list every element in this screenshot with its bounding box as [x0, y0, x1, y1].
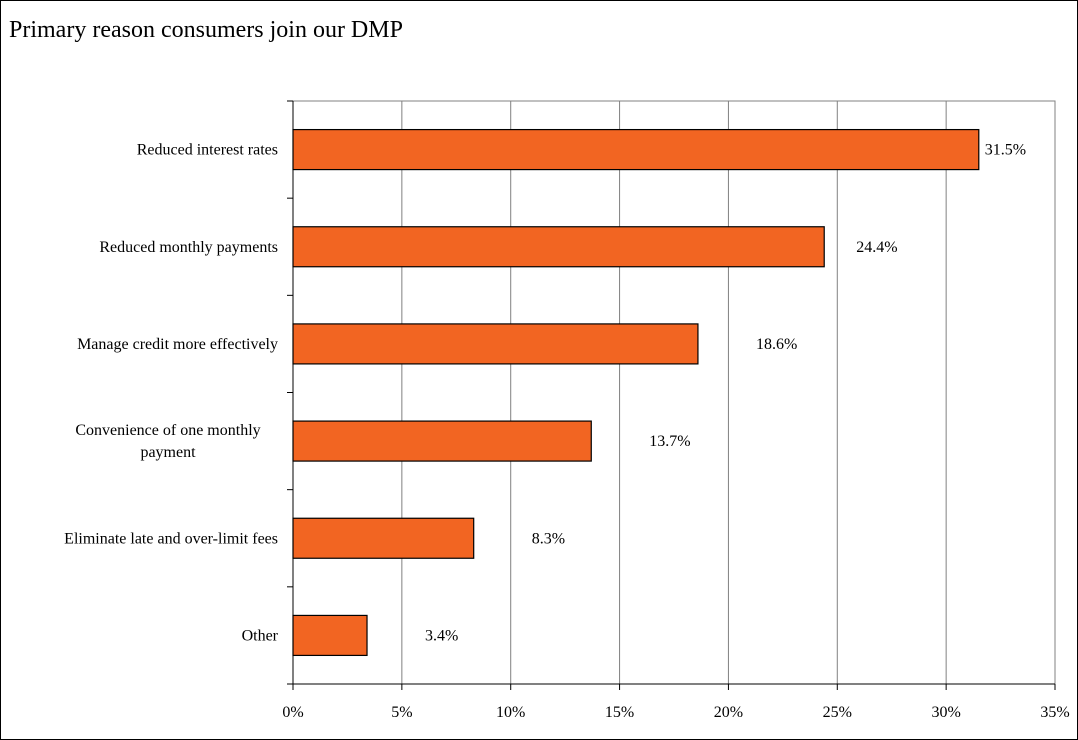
plot-area-border: [292, 100, 1056, 685]
x-tick-label: 30%: [931, 704, 960, 721]
x-tick-label: 25%: [823, 704, 852, 721]
data-label: 3.4%: [425, 627, 458, 644]
bar: [292, 517, 475, 559]
x-tick-label: 10%: [496, 704, 525, 721]
x-tick-label: 35%: [1040, 704, 1069, 721]
bar: [292, 614, 368, 657]
data-label: 24.4%: [856, 239, 897, 256]
data-label: 18.6%: [756, 336, 797, 353]
x-tick-label: 0%: [282, 704, 303, 721]
category-label: Eliminate late and over-limit fees: [64, 530, 278, 547]
bar: [292, 420, 592, 462]
category-label: Other: [242, 627, 279, 644]
data-label: 13.7%: [649, 433, 690, 450]
category-label: Reduced monthly payments: [99, 239, 278, 256]
category-label: Convenience of one monthly: [75, 422, 260, 439]
chart-title: Primary reason consumers join our DMP: [9, 17, 403, 43]
bar: [292, 128, 980, 171]
bar: [292, 323, 699, 365]
data-label: 31.5%: [985, 142, 1026, 159]
x-tick-label: 20%: [714, 704, 743, 721]
category-label: Reduced interest rates: [137, 142, 278, 159]
bar: [292, 226, 825, 268]
x-tick-label: 15%: [605, 704, 634, 721]
category-label: payment: [140, 444, 196, 461]
data-label: 8.3%: [532, 530, 565, 547]
x-tick-label: 5%: [391, 704, 412, 721]
category-label: Manage credit more effectively: [77, 336, 278, 353]
